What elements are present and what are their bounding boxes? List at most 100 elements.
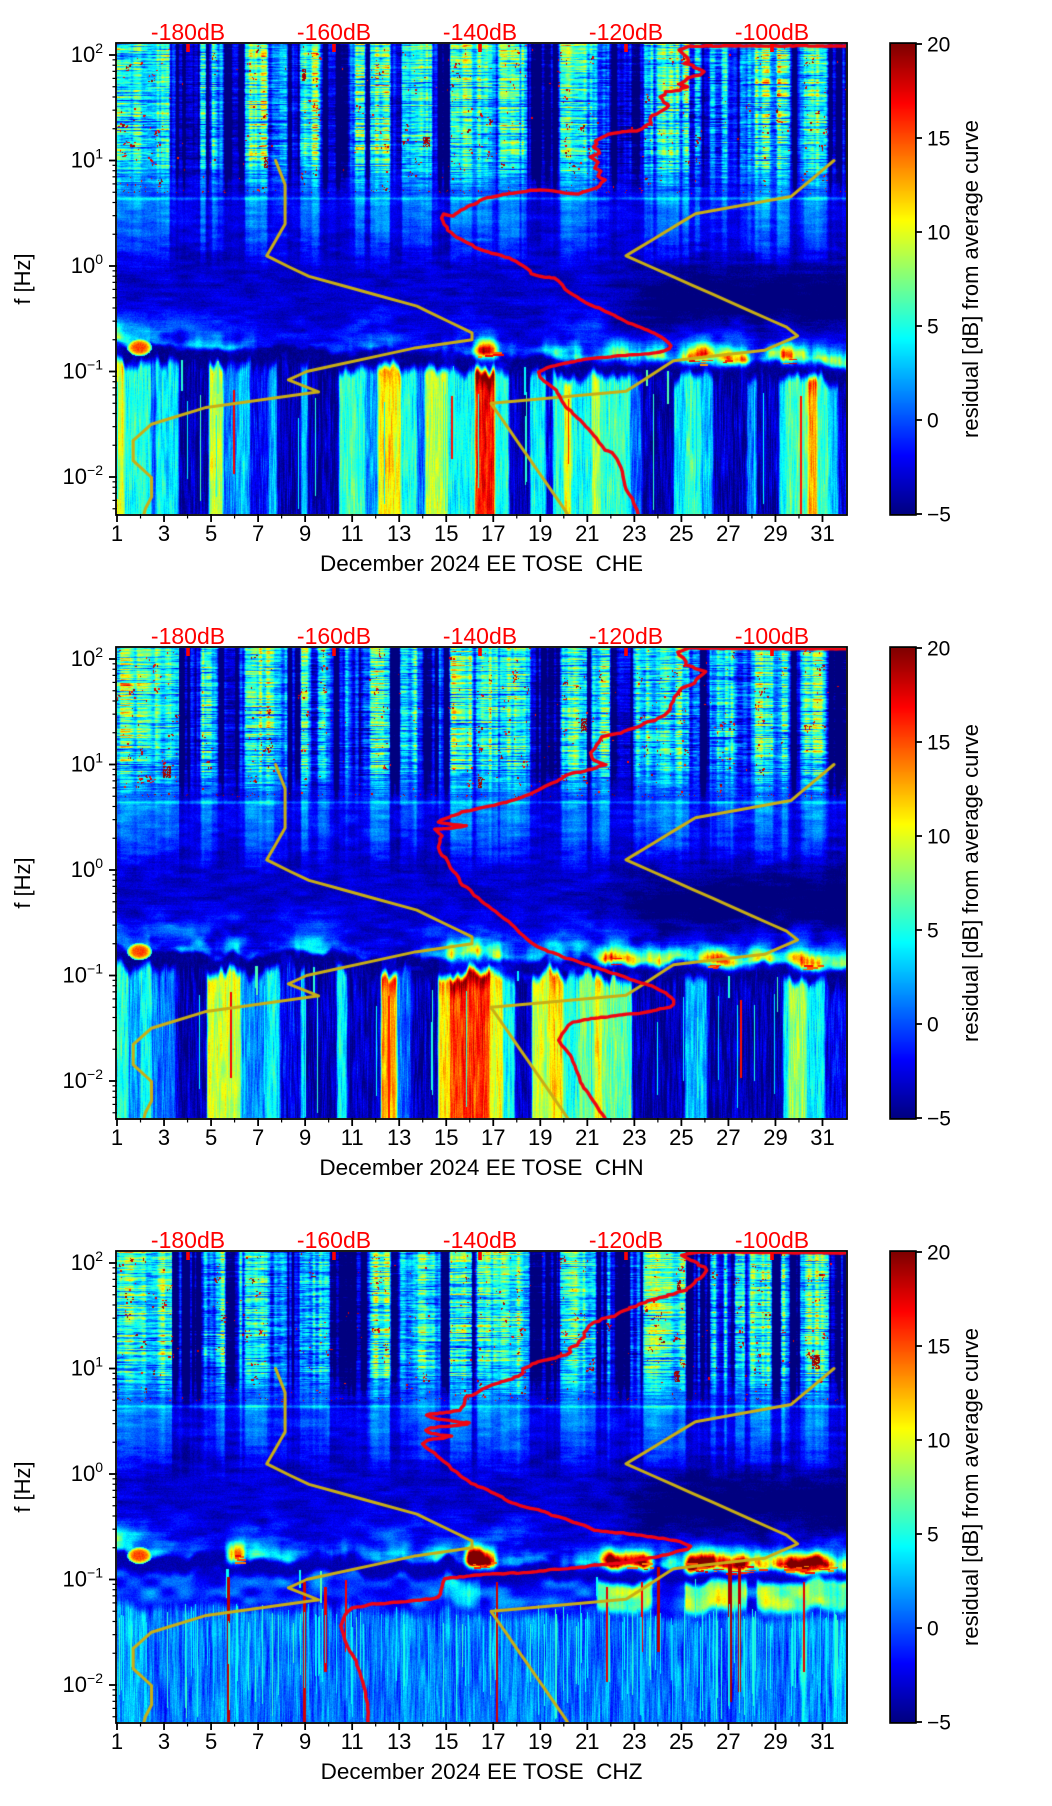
svg-text:-140dB: -140dB bbox=[443, 623, 517, 649]
svg-text:15: 15 bbox=[927, 732, 950, 755]
svg-text:20: 20 bbox=[927, 1242, 950, 1265]
svg-text:5: 5 bbox=[205, 1125, 217, 1150]
svg-text:9: 9 bbox=[299, 1125, 311, 1150]
svg-text:-100dB: -100dB bbox=[735, 19, 809, 45]
svg-text:13: 13 bbox=[387, 521, 411, 546]
svg-text:-100dB: -100dB bbox=[735, 623, 809, 649]
svg-text:0: 0 bbox=[927, 410, 939, 433]
svg-text:25: 25 bbox=[669, 1729, 693, 1754]
svg-text:1: 1 bbox=[111, 521, 123, 546]
svg-text:7: 7 bbox=[252, 521, 264, 546]
svg-text:25: 25 bbox=[669, 1125, 693, 1150]
svg-text:11: 11 bbox=[341, 1125, 364, 1150]
svg-text:102: 102 bbox=[71, 1248, 103, 1275]
svg-text:101: 101 bbox=[71, 750, 103, 777]
svg-text:residual [dB] from average cur: residual [dB] from average curve bbox=[958, 724, 983, 1042]
svg-text:15: 15 bbox=[434, 1125, 458, 1150]
svg-text:5: 5 bbox=[927, 1524, 939, 1547]
svg-text:11: 11 bbox=[341, 521, 364, 546]
svg-text:19: 19 bbox=[528, 1729, 552, 1754]
svg-text:f [Hz]: f [Hz] bbox=[10, 253, 35, 304]
svg-text:29: 29 bbox=[763, 1729, 787, 1754]
svg-text:10−2: 10−2 bbox=[63, 1066, 104, 1093]
svg-text:10−1: 10−1 bbox=[63, 357, 104, 384]
svg-text:19: 19 bbox=[528, 521, 552, 546]
svg-text:−5: −5 bbox=[927, 1712, 951, 1735]
svg-text:-140dB: -140dB bbox=[443, 1227, 517, 1253]
svg-text:−5: −5 bbox=[927, 1108, 951, 1131]
svg-text:10: 10 bbox=[927, 222, 950, 245]
svg-text:21: 21 bbox=[575, 1729, 599, 1754]
svg-text:20: 20 bbox=[927, 34, 950, 57]
svg-text:7: 7 bbox=[252, 1125, 264, 1150]
svg-text:100: 100 bbox=[71, 251, 103, 278]
svg-text:5: 5 bbox=[205, 521, 217, 546]
svg-text:-160dB: -160dB bbox=[297, 1227, 371, 1253]
svg-text:17: 17 bbox=[481, 1729, 505, 1754]
svg-text:21: 21 bbox=[575, 1125, 599, 1150]
svg-text:-160dB: -160dB bbox=[297, 623, 371, 649]
svg-text:23: 23 bbox=[622, 521, 646, 546]
svg-text:3: 3 bbox=[158, 1729, 170, 1754]
svg-text:20: 20 bbox=[927, 638, 950, 661]
svg-text:-180dB: -180dB bbox=[151, 19, 225, 45]
svg-text:100: 100 bbox=[71, 855, 103, 882]
svg-text:1: 1 bbox=[111, 1125, 123, 1150]
svg-text:19: 19 bbox=[528, 1125, 552, 1150]
svg-text:21: 21 bbox=[575, 521, 599, 546]
svg-text:10−1: 10−1 bbox=[63, 961, 104, 988]
svg-text:102: 102 bbox=[71, 644, 103, 671]
svg-text:-120dB: -120dB bbox=[589, 1227, 663, 1253]
svg-text:11: 11 bbox=[341, 1729, 364, 1754]
svg-text:-160dB: -160dB bbox=[297, 19, 371, 45]
svg-text:10−2: 10−2 bbox=[63, 1670, 104, 1697]
svg-text:f [Hz]: f [Hz] bbox=[10, 1461, 35, 1512]
svg-text:-140dB: -140dB bbox=[443, 19, 517, 45]
svg-text:15: 15 bbox=[434, 1729, 458, 1754]
svg-text:27: 27 bbox=[716, 1125, 740, 1150]
svg-text:17: 17 bbox=[481, 1125, 505, 1150]
svg-text:15: 15 bbox=[434, 521, 458, 546]
svg-text:0: 0 bbox=[927, 1014, 939, 1037]
svg-text:1: 1 bbox=[111, 1729, 123, 1754]
svg-text:100: 100 bbox=[71, 1459, 103, 1486]
svg-text:9: 9 bbox=[299, 521, 311, 546]
svg-text:December 2024 EE TOSE CHN: December 2024 EE TOSE CHN bbox=[319, 1155, 643, 1180]
svg-text:5: 5 bbox=[927, 920, 939, 943]
svg-text:27: 27 bbox=[716, 521, 740, 546]
svg-text:101: 101 bbox=[71, 1354, 103, 1381]
svg-text:23: 23 bbox=[622, 1125, 646, 1150]
svg-text:29: 29 bbox=[763, 521, 787, 546]
svg-text:3: 3 bbox=[158, 521, 170, 546]
svg-text:13: 13 bbox=[387, 1125, 411, 1150]
svg-text:10−1: 10−1 bbox=[63, 1565, 104, 1592]
svg-text:5: 5 bbox=[205, 1729, 217, 1754]
svg-text:101: 101 bbox=[71, 146, 103, 173]
svg-text:3: 3 bbox=[158, 1125, 170, 1150]
svg-text:9: 9 bbox=[299, 1729, 311, 1754]
svg-text:31: 31 bbox=[810, 1729, 834, 1754]
svg-text:27: 27 bbox=[716, 1729, 740, 1754]
svg-text:31: 31 bbox=[810, 1125, 834, 1150]
svg-text:f [Hz]: f [Hz] bbox=[10, 857, 35, 908]
svg-text:-120dB: -120dB bbox=[589, 19, 663, 45]
svg-text:-120dB: -120dB bbox=[589, 623, 663, 649]
svg-text:-100dB: -100dB bbox=[735, 1227, 809, 1253]
svg-text:December 2024 EE TOSE CHZ: December 2024 EE TOSE CHZ bbox=[321, 1759, 643, 1784]
svg-text:17: 17 bbox=[481, 521, 505, 546]
svg-text:10: 10 bbox=[927, 1430, 950, 1453]
svg-text:23: 23 bbox=[622, 1729, 646, 1754]
svg-text:7: 7 bbox=[252, 1729, 264, 1754]
svg-text:-180dB: -180dB bbox=[151, 1227, 225, 1253]
svg-text:residual [dB] from average cur: residual [dB] from average curve bbox=[958, 120, 983, 438]
svg-text:15: 15 bbox=[927, 128, 950, 151]
svg-text:13: 13 bbox=[387, 1729, 411, 1754]
svg-text:residual [dB] from average cur: residual [dB] from average curve bbox=[958, 1328, 983, 1646]
svg-text:10: 10 bbox=[927, 826, 950, 849]
svg-text:December 2024 EE TOSE CHE: December 2024 EE TOSE CHE bbox=[320, 551, 643, 576]
svg-text:31: 31 bbox=[810, 521, 834, 546]
svg-text:29: 29 bbox=[763, 1125, 787, 1150]
svg-text:15: 15 bbox=[927, 1336, 950, 1359]
svg-text:0: 0 bbox=[927, 1618, 939, 1641]
svg-text:-180dB: -180dB bbox=[151, 623, 225, 649]
